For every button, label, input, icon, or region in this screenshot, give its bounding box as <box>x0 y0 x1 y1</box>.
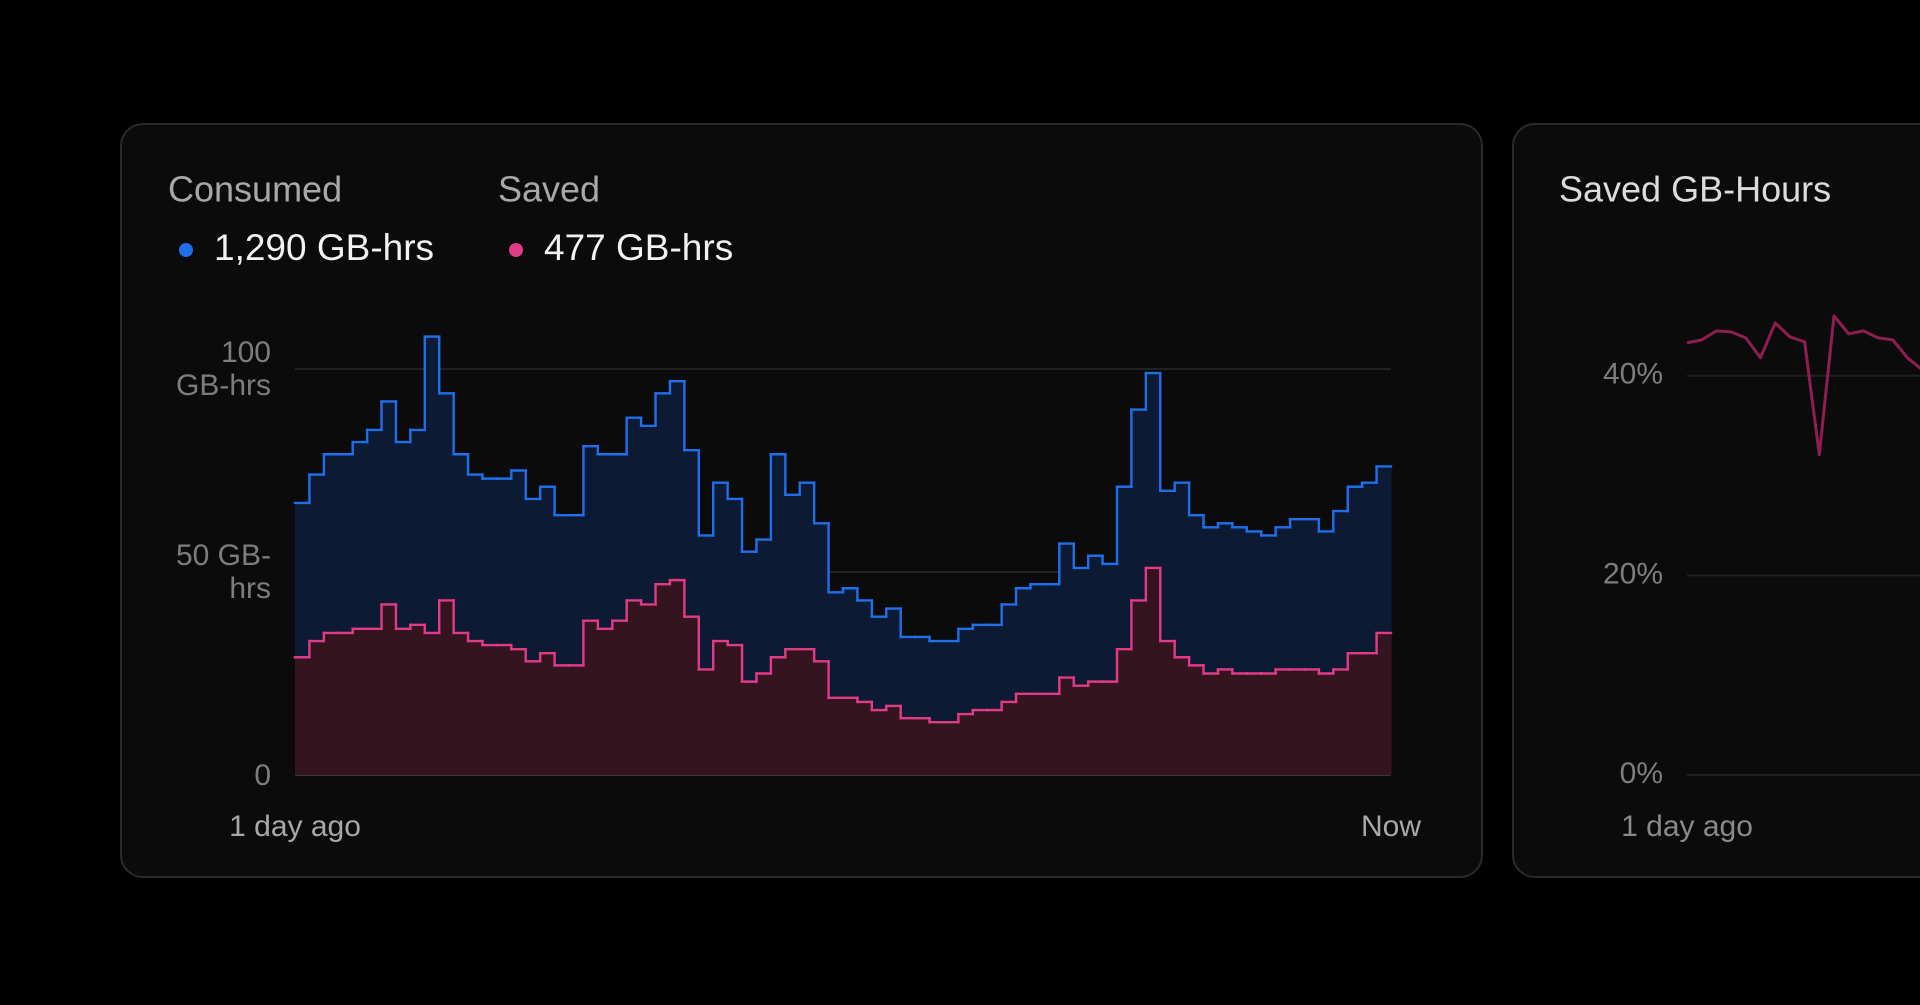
area-band <box>1347 653 1363 775</box>
area-band <box>496 645 512 775</box>
area-band <box>1304 669 1320 775</box>
area-band <box>381 604 397 775</box>
area-band <box>742 681 758 775</box>
area-band <box>958 714 974 775</box>
area-band <box>395 628 411 775</box>
area-band <box>1376 632 1392 775</box>
area-band <box>1246 673 1262 775</box>
area-band <box>453 632 469 775</box>
legend-label: Saved <box>498 169 600 210</box>
y-tick-label: 0% <box>1620 757 1663 790</box>
card <box>1512 123 1920 878</box>
area-band <box>439 600 455 775</box>
area-band <box>1217 669 1233 775</box>
x-tick-label: Now <box>1361 810 1421 843</box>
area-band <box>1030 693 1046 775</box>
y-tick-label: 50 GB-hrs <box>175 539 271 605</box>
line <box>1686 314 1920 457</box>
area-band <box>612 620 628 775</box>
area-band <box>828 697 844 775</box>
area-band <box>1059 677 1075 775</box>
area-band <box>540 653 556 775</box>
area-band <box>569 665 585 775</box>
area-band <box>785 649 801 775</box>
y-tick-label: 100 GB-hrs <box>175 336 271 402</box>
area-band <box>1102 681 1118 775</box>
area-band <box>525 661 541 775</box>
area-band <box>1275 669 1291 775</box>
area-band <box>929 722 945 775</box>
area-band <box>1073 685 1089 775</box>
y-tick-label: 20% <box>1603 557 1663 590</box>
area-band <box>713 641 729 775</box>
area-band <box>554 665 570 775</box>
area-band <box>1203 673 1219 775</box>
area-band <box>814 661 830 775</box>
legend-dot <box>509 243 523 257</box>
area-band <box>583 620 599 775</box>
area-band <box>1290 669 1306 775</box>
area-band <box>410 624 426 775</box>
area-band <box>770 657 786 775</box>
area-band <box>352 628 368 775</box>
area-band <box>727 645 743 775</box>
area-band <box>1362 653 1378 775</box>
area-band <box>597 628 613 775</box>
area-band <box>1117 649 1133 775</box>
area-band <box>1131 600 1147 775</box>
area-band <box>915 718 931 775</box>
area-band <box>295 657 311 775</box>
area-band <box>698 669 714 775</box>
chart-title: Saved GB-Hours <box>1559 169 1831 210</box>
area-band <box>1174 657 1190 775</box>
area-band <box>641 604 657 775</box>
area-band <box>1016 693 1032 775</box>
area-band <box>511 649 527 775</box>
area-band <box>655 584 671 775</box>
y-tick-label: 40% <box>1603 358 1663 391</box>
y-tick-label: 0 <box>254 758 271 792</box>
legend-dot <box>179 243 193 257</box>
area-band <box>1160 641 1176 775</box>
area-band <box>1232 673 1248 775</box>
area-band <box>468 641 484 775</box>
area-band <box>900 718 916 775</box>
area-band <box>1001 701 1017 775</box>
area-band <box>857 701 873 775</box>
area-band <box>871 710 887 775</box>
area-band <box>886 705 902 775</box>
area-band <box>626 600 642 775</box>
area-band <box>1318 673 1334 775</box>
area-band <box>1088 681 1104 775</box>
area-band <box>1333 669 1349 775</box>
area-band <box>987 710 1003 775</box>
area-band <box>756 673 772 775</box>
area-band <box>684 616 700 775</box>
legend-label: Consumed <box>168 169 342 210</box>
area-band <box>1044 693 1060 775</box>
area-band <box>669 580 685 775</box>
area-band <box>843 697 859 775</box>
area-band <box>943 722 959 775</box>
area-band <box>972 710 988 775</box>
legend-value: 477 GB-hrs <box>544 227 733 268</box>
area-band <box>424 632 440 775</box>
area-band <box>482 645 498 775</box>
area-band <box>323 632 339 775</box>
area-band <box>309 641 325 775</box>
area-band <box>367 628 383 775</box>
legend-value: 1,290 GB-hrs <box>214 227 434 268</box>
area-band <box>799 649 815 775</box>
area-band <box>1189 665 1205 775</box>
x-tick-label: 1 day ago <box>1621 810 1753 843</box>
area-band <box>338 632 354 775</box>
area-band <box>1145 567 1161 775</box>
x-tick-label: 1 day ago <box>229 810 361 843</box>
area-band <box>1261 673 1277 775</box>
